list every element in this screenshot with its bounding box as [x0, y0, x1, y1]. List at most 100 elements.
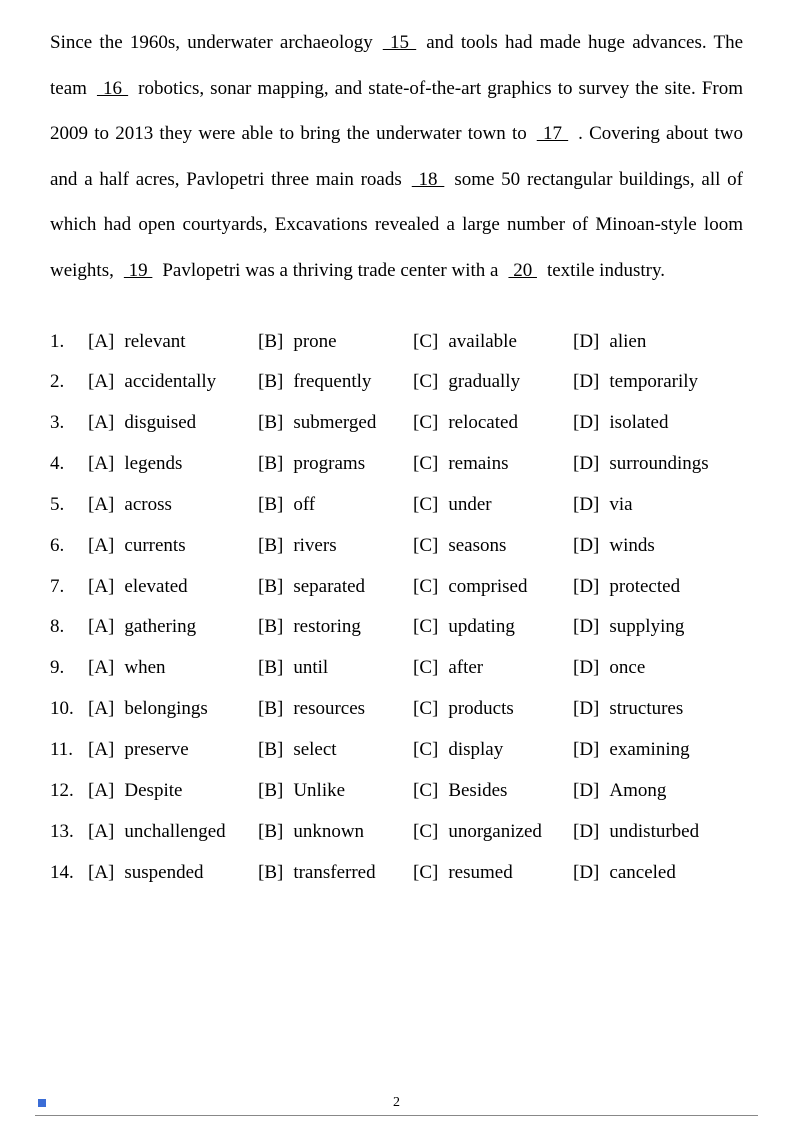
option-letter: [D] [573, 821, 609, 842]
option-a: [A]gathering [88, 607, 258, 648]
option-word: Among [609, 780, 666, 801]
passage-part-7: textile industry. [547, 260, 665, 281]
option-a: [A]suspended [88, 853, 258, 894]
option-letter: [C] [413, 821, 448, 842]
option-word: surroundings [609, 453, 708, 474]
option-word: rivers [293, 535, 336, 556]
option-number: 6. [50, 526, 88, 567]
option-d: [D]alien [573, 322, 743, 363]
option-letter: [B] [258, 576, 293, 597]
option-d: [D]undisturbed [573, 812, 743, 853]
option-word: supplying [609, 616, 684, 637]
option-letter: [A] [88, 862, 124, 883]
option-word: after [448, 657, 483, 678]
options-table: 1.[A]relevant[B]prone[C]available[D]alie… [50, 322, 743, 894]
option-d: [D]temporarily [573, 362, 743, 403]
option-letter: [B] [258, 331, 293, 352]
passage-part-6: Pavlopetri was a thriving trade center w… [162, 260, 498, 281]
option-a: [A]Despite [88, 771, 258, 812]
option-b: [B]off [258, 485, 413, 526]
option-a: [A]currents [88, 526, 258, 567]
option-row: 11.[A]preserve[B]select[C]display[D]exam… [50, 730, 743, 771]
option-row: 5.[A]across[B]off[C]under[D]via [50, 485, 743, 526]
option-d: [D]Among [573, 771, 743, 812]
option-a: [A]relevant [88, 322, 258, 363]
option-number: 5. [50, 485, 88, 526]
option-b: [B]rivers [258, 526, 413, 567]
option-row: 4.[A]legends[B]programs[C]remains[D]surr… [50, 444, 743, 485]
option-c: [C]comprised [413, 567, 573, 608]
option-letter: [D] [573, 739, 609, 760]
option-word: under [448, 494, 491, 515]
option-row: 3.[A]disguised[B]submerged[C]relocated[D… [50, 403, 743, 444]
option-letter: [D] [573, 494, 609, 515]
option-row: 10.[A]belongings[B]resources[C]products[… [50, 689, 743, 730]
option-word: submerged [293, 412, 376, 433]
option-letter: [C] [413, 862, 448, 883]
option-word: alien [609, 331, 646, 352]
option-word: examining [609, 739, 689, 760]
option-c: [C]seasons [413, 526, 573, 567]
option-letter: [D] [573, 616, 609, 637]
option-number: 12. [50, 771, 88, 812]
option-a: [A]disguised [88, 403, 258, 444]
option-word: display [448, 739, 503, 760]
option-word: preserve [124, 739, 188, 760]
option-word: frequently [293, 371, 371, 392]
option-letter: [C] [413, 331, 448, 352]
option-a: [A]preserve [88, 730, 258, 771]
blank-18: 18 [402, 169, 455, 190]
option-d: [D]protected [573, 567, 743, 608]
option-d: [D]isolated [573, 403, 743, 444]
option-c: [C]updating [413, 607, 573, 648]
option-letter: [C] [413, 494, 448, 515]
option-letter: [A] [88, 821, 124, 842]
option-number: 1. [50, 322, 88, 363]
option-letter: [D] [573, 371, 609, 392]
option-b: [B]select [258, 730, 413, 771]
option-word: available [448, 331, 517, 352]
option-d: [D]supplying [573, 607, 743, 648]
footer-mark [38, 1099, 46, 1107]
option-word: seasons [448, 535, 506, 556]
option-word: resumed [448, 862, 512, 883]
option-word: Despite [124, 780, 182, 801]
option-word: winds [609, 535, 654, 556]
option-letter: [A] [88, 698, 124, 719]
option-word: protected [609, 576, 680, 597]
option-letter: [B] [258, 371, 293, 392]
option-c: [C]after [413, 648, 573, 689]
option-number: 14. [50, 853, 88, 894]
option-letter: [B] [258, 412, 293, 433]
option-letter: [B] [258, 739, 293, 760]
option-row: 2.[A]accidentally[B]frequently[C]gradual… [50, 362, 743, 403]
option-word: prone [293, 331, 336, 352]
option-word: separated [293, 576, 365, 597]
page-number: 2 [393, 1095, 400, 1111]
option-letter: [B] [258, 821, 293, 842]
option-letter: [D] [573, 412, 609, 433]
option-word: unorganized [448, 821, 542, 842]
option-b: [B]prone [258, 322, 413, 363]
option-c: [C]resumed [413, 853, 573, 894]
option-word: temporarily [609, 371, 698, 392]
option-word: suspended [124, 862, 203, 883]
option-letter: [B] [258, 616, 293, 637]
option-number: 7. [50, 567, 88, 608]
option-number: 13. [50, 812, 88, 853]
option-b: [B]unknown [258, 812, 413, 853]
blank-19: 19 [114, 260, 163, 281]
option-d: [D]examining [573, 730, 743, 771]
option-c: [C]relocated [413, 403, 573, 444]
option-word: products [448, 698, 513, 719]
option-number: 11. [50, 730, 88, 771]
option-row: 9.[A]when[B]until[C]after[D]once [50, 648, 743, 689]
option-b: [B]separated [258, 567, 413, 608]
option-number: 10. [50, 689, 88, 730]
option-word: via [609, 494, 632, 515]
option-a: [A]legends [88, 444, 258, 485]
option-word: isolated [609, 412, 668, 433]
option-word: transferred [293, 862, 375, 883]
option-letter: [D] [573, 535, 609, 556]
option-letter: [D] [573, 698, 609, 719]
